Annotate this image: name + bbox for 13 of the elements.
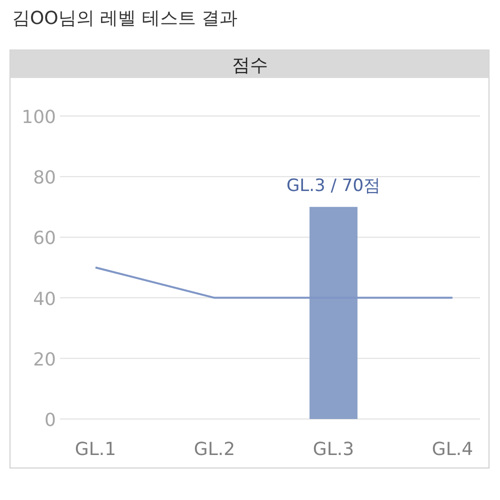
x-tick-label: GL.4 bbox=[432, 439, 474, 460]
y-tick-label: 100 bbox=[22, 107, 56, 128]
x-tick-label: GL.3 bbox=[312, 439, 354, 460]
y-tick-label: 60 bbox=[33, 228, 56, 250]
chart-subtitle: 점수 bbox=[232, 55, 268, 76]
y-tick-label: 20 bbox=[33, 349, 56, 370]
data-label: GL.3 / 70점 bbox=[286, 176, 381, 196]
x-tick-label: GL.2 bbox=[194, 439, 236, 460]
y-tick-label: 0 bbox=[44, 410, 56, 431]
chart-title: 김OO님의 레벨 테스트 결과 bbox=[12, 8, 238, 29]
y-tick-label: 80 bbox=[33, 168, 56, 189]
y-tick-label: 40 bbox=[33, 288, 56, 310]
x-tick-label: GL.1 bbox=[74, 439, 116, 460]
